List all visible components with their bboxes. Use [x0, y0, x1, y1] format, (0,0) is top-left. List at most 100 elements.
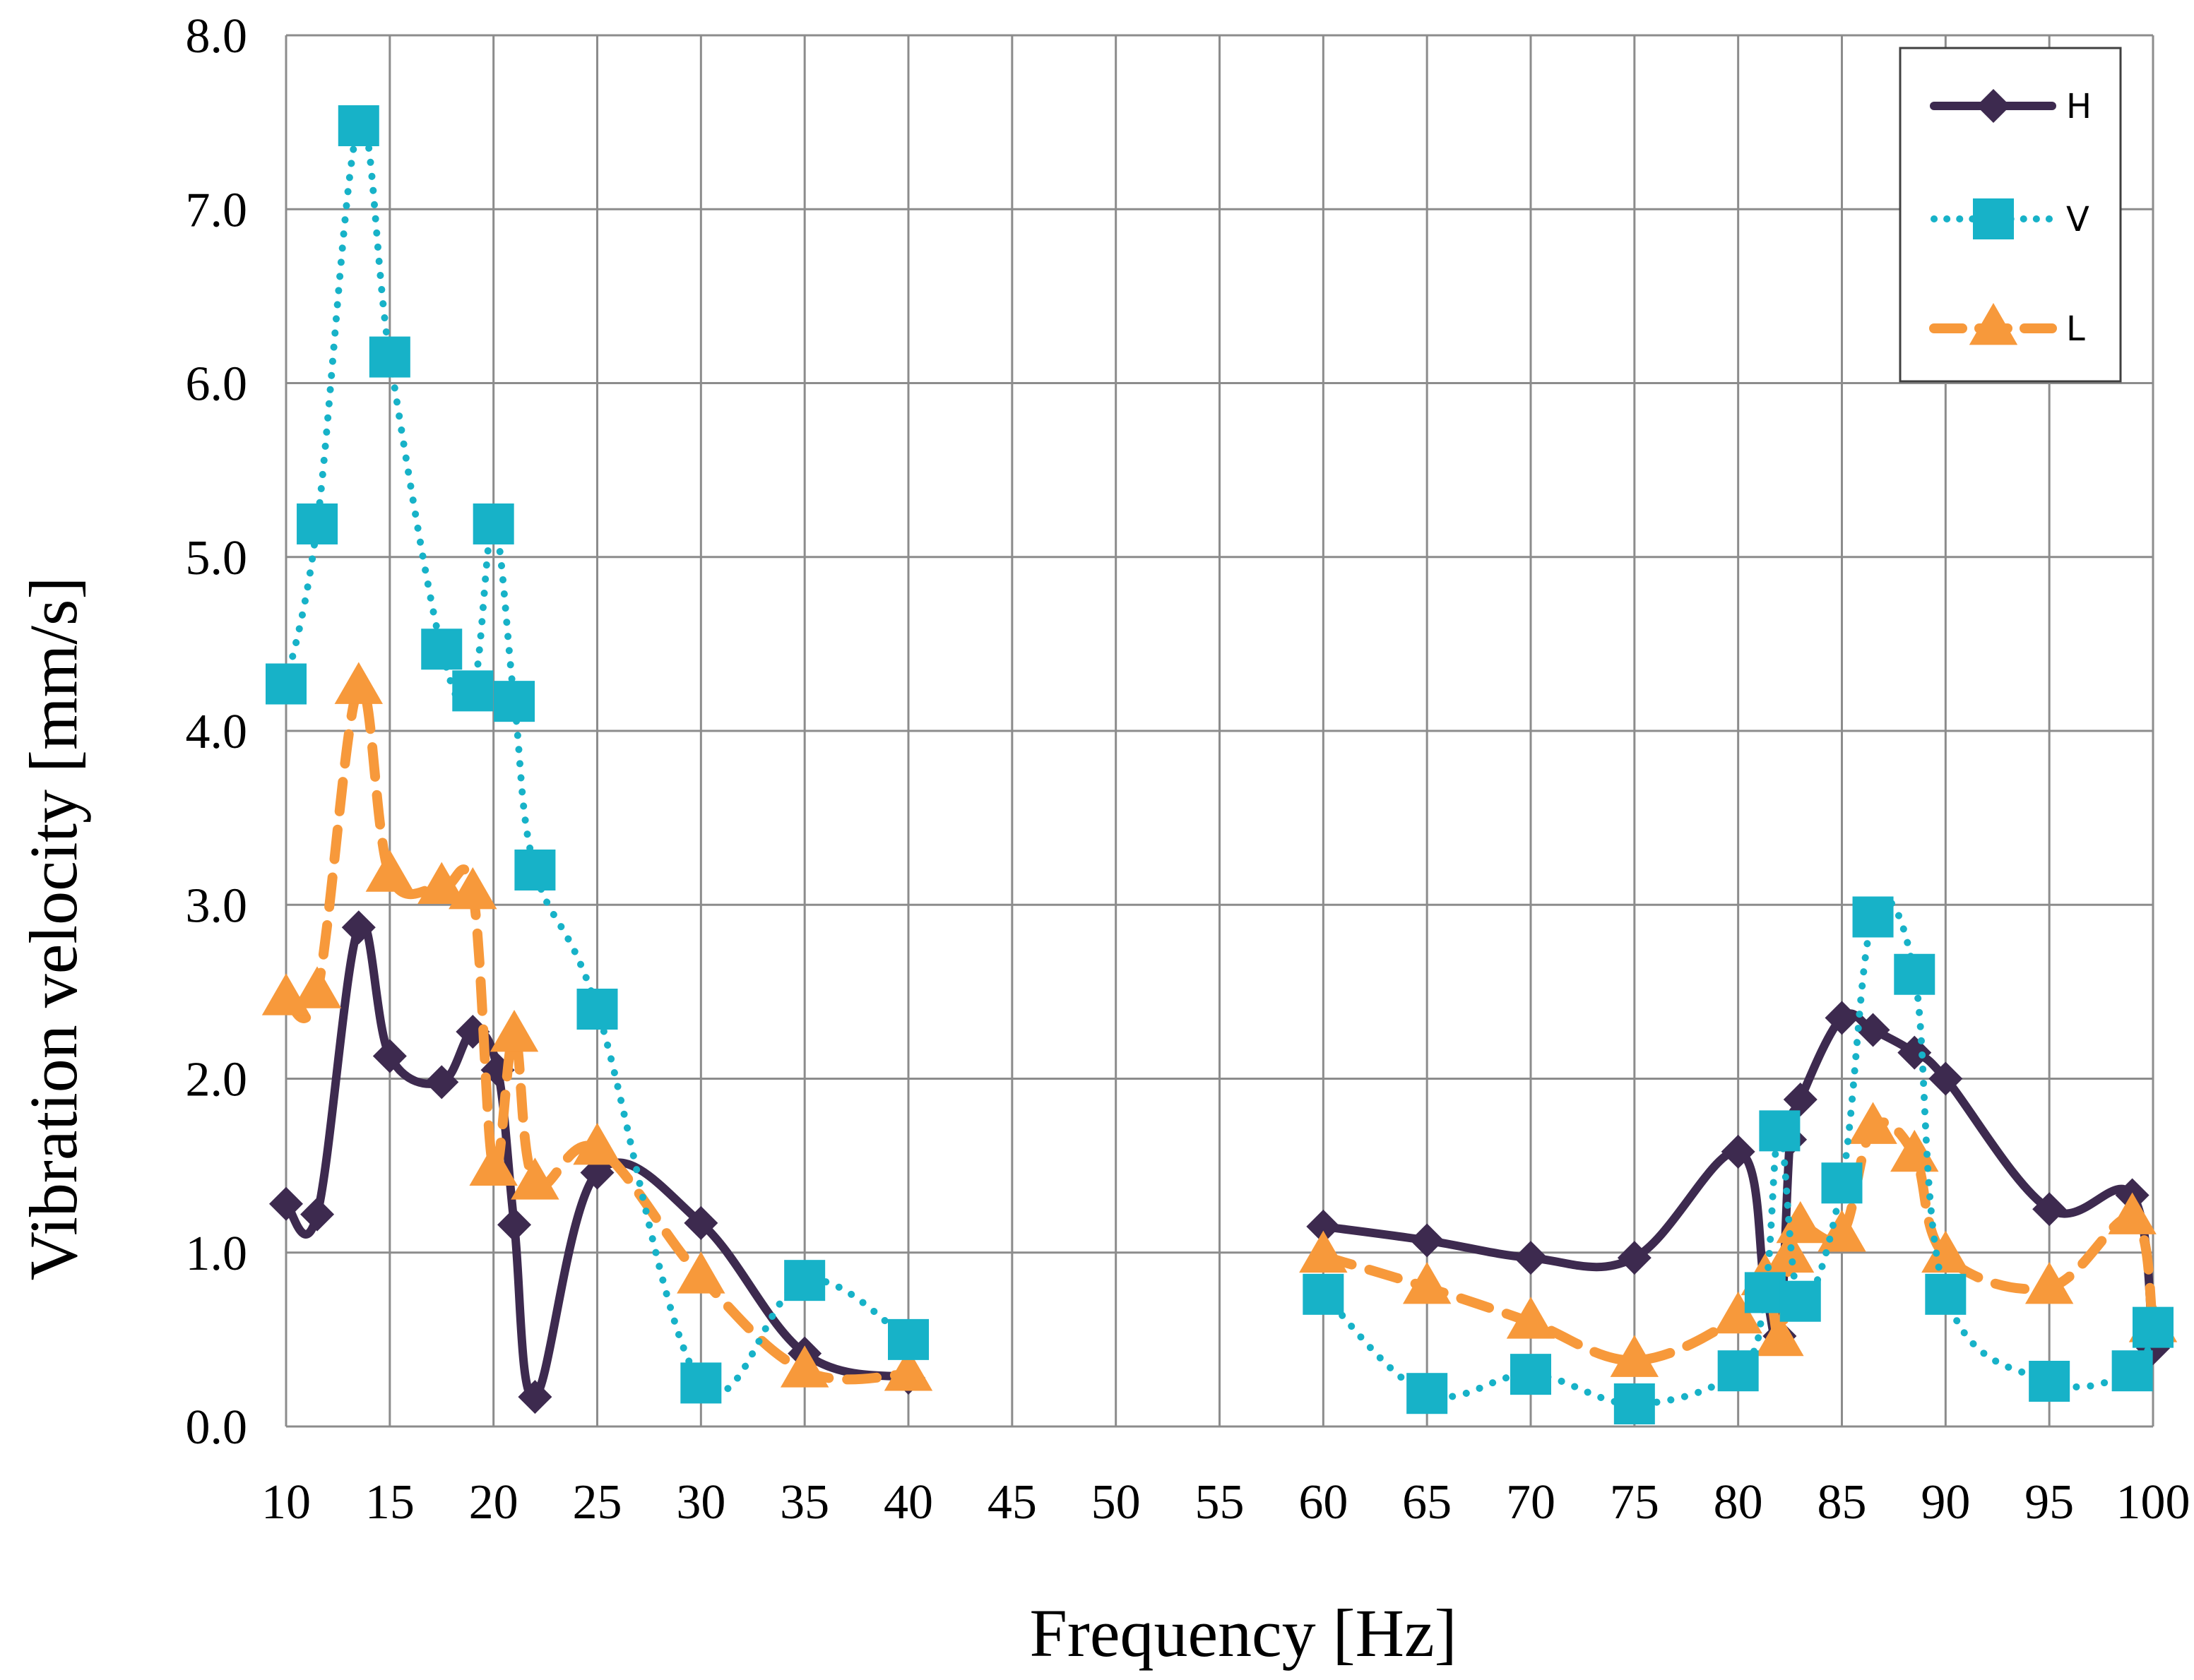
data-point-H — [341, 910, 376, 945]
data-point-L — [677, 1251, 725, 1294]
data-point-L — [469, 1143, 518, 1186]
data-point-H — [684, 1205, 718, 1240]
x-tick-label: 60 — [1298, 1475, 1348, 1530]
legend: H V L — [1899, 47, 2122, 383]
data-point-L — [573, 1123, 622, 1165]
data-point-V — [1759, 1110, 1801, 1152]
data-point-H — [1617, 1241, 1652, 1275]
x-tick-label: 75 — [1610, 1475, 1659, 1530]
data-point-L — [884, 1349, 933, 1391]
data-point-V — [421, 628, 463, 670]
y-tick-label: 2.0 — [186, 1053, 248, 1107]
data-point-H — [1783, 1083, 1818, 1117]
data-point-V — [1852, 896, 1894, 938]
grid — [285, 34, 2154, 1428]
data-point-L — [1755, 1313, 1804, 1357]
x-tick-label: 30 — [676, 1475, 725, 1530]
y-tick-label: 0.0 — [186, 1400, 248, 1455]
data-point-V — [1303, 1273, 1344, 1315]
data-point-H — [518, 1380, 552, 1414]
series-V — [266, 105, 2174, 1424]
data-point-V — [2133, 1306, 2174, 1348]
data-point-V — [1925, 1273, 1967, 1315]
data-point-L — [2108, 1192, 2157, 1234]
data-point-V — [1821, 1162, 1863, 1204]
data-point-H — [269, 1186, 303, 1221]
data-point-H — [1825, 1001, 1859, 1035]
x-tick-label: 95 — [2024, 1475, 2074, 1530]
data-point-V — [452, 670, 494, 712]
data-point-V — [2111, 1350, 2153, 1392]
x-tick-label: 90 — [1921, 1475, 1970, 1530]
data-point-V — [494, 681, 535, 722]
data-point-V — [888, 1318, 929, 1360]
data-point-L — [2024, 1262, 2074, 1304]
data-point-V — [369, 336, 410, 378]
data-point-V — [338, 105, 379, 147]
data-point-H — [497, 1208, 532, 1242]
legend-label: H — [2066, 87, 2092, 126]
data-point-L — [1921, 1230, 1970, 1273]
legend-item-V: V — [1931, 198, 2089, 239]
data-point-V — [576, 989, 618, 1030]
data-point-H — [425, 1065, 459, 1100]
x-tick-label: 10 — [261, 1475, 311, 1530]
data-point-L — [334, 662, 383, 704]
data-point-L — [365, 850, 415, 892]
legend-marker — [1969, 303, 2018, 345]
data-point-H — [1410, 1223, 1445, 1258]
data-point-L — [511, 1157, 559, 1200]
data-point-L — [292, 966, 342, 1008]
data-point-V — [2029, 1360, 2070, 1402]
data-point-L — [417, 862, 466, 905]
x-tick-label: 25 — [573, 1475, 622, 1530]
x-tick-label: 50 — [1091, 1475, 1141, 1530]
data-point-L — [1765, 1230, 1815, 1273]
data-point-L — [1402, 1262, 1452, 1304]
data-point-V — [1510, 1354, 1551, 1395]
data-point-H — [1514, 1241, 1548, 1275]
x-tick-label: 45 — [988, 1475, 1037, 1530]
data-point-V — [1406, 1373, 1448, 1414]
x-tick-label: 85 — [1818, 1475, 1867, 1530]
x-tick-label: 80 — [1714, 1475, 1763, 1530]
x-tick-label: 70 — [1506, 1475, 1555, 1530]
x-tick-label: 35 — [780, 1475, 829, 1530]
legend-marker — [1973, 198, 2014, 239]
legend-label: L — [2066, 309, 2085, 349]
y-tick-label: 7.0 — [186, 183, 248, 237]
data-point-L — [1714, 1291, 1762, 1334]
data-point-V — [1717, 1350, 1759, 1392]
legend-item-H: H — [1930, 87, 2092, 126]
data-point-V — [1894, 953, 1935, 995]
y-tick-label: 4.0 — [186, 705, 248, 759]
data-point-V — [1744, 1272, 1786, 1313]
data-point-H — [300, 1197, 335, 1232]
x-tick-label: 40 — [884, 1475, 933, 1530]
series-L — [261, 662, 2178, 1391]
y-axis-title: Vibration velocity [mm/s] — [16, 577, 91, 1281]
y-tick-label: 8.0 — [186, 9, 248, 64]
x-tick-label: 100 — [2116, 1475, 2190, 1530]
data-point-H — [1856, 1013, 1890, 1047]
data-point-V — [784, 1260, 826, 1301]
data-point-L — [449, 867, 497, 910]
data-point-V — [514, 850, 556, 890]
data-point-V — [266, 663, 307, 705]
data-point-V — [1779, 1280, 1821, 1322]
data-point-L — [1849, 1102, 1897, 1144]
data-point-V — [473, 503, 514, 544]
y-tick-label: 1.0 — [186, 1227, 248, 1281]
series-layer — [261, 105, 2178, 1424]
x-tick-label: 65 — [1402, 1475, 1452, 1530]
y-tick-labels: 0.0 1.0 2.0 3.0 4.0 5.0 6.0 7.0 8.0 — [186, 9, 248, 1455]
x-tick-label: 15 — [365, 1475, 415, 1530]
data-point-H — [372, 1039, 407, 1073]
data-point-L — [1299, 1230, 1348, 1273]
data-point-H — [1928, 1061, 1963, 1096]
data-point-L — [1610, 1335, 1659, 1377]
data-point-V — [297, 503, 338, 544]
series-line-L — [1318, 1117, 2158, 1366]
